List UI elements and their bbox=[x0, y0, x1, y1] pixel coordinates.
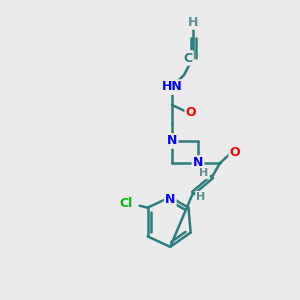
Text: N: N bbox=[167, 134, 177, 148]
Text: C: C bbox=[183, 52, 193, 64]
Text: Cl: Cl bbox=[119, 197, 132, 210]
Text: N: N bbox=[165, 193, 175, 206]
Text: O: O bbox=[186, 106, 196, 118]
Text: H: H bbox=[200, 168, 208, 178]
Text: N: N bbox=[193, 157, 203, 169]
Text: O: O bbox=[230, 146, 240, 160]
Text: H: H bbox=[196, 192, 206, 202]
Text: HN: HN bbox=[162, 80, 182, 94]
Text: H: H bbox=[188, 16, 198, 28]
